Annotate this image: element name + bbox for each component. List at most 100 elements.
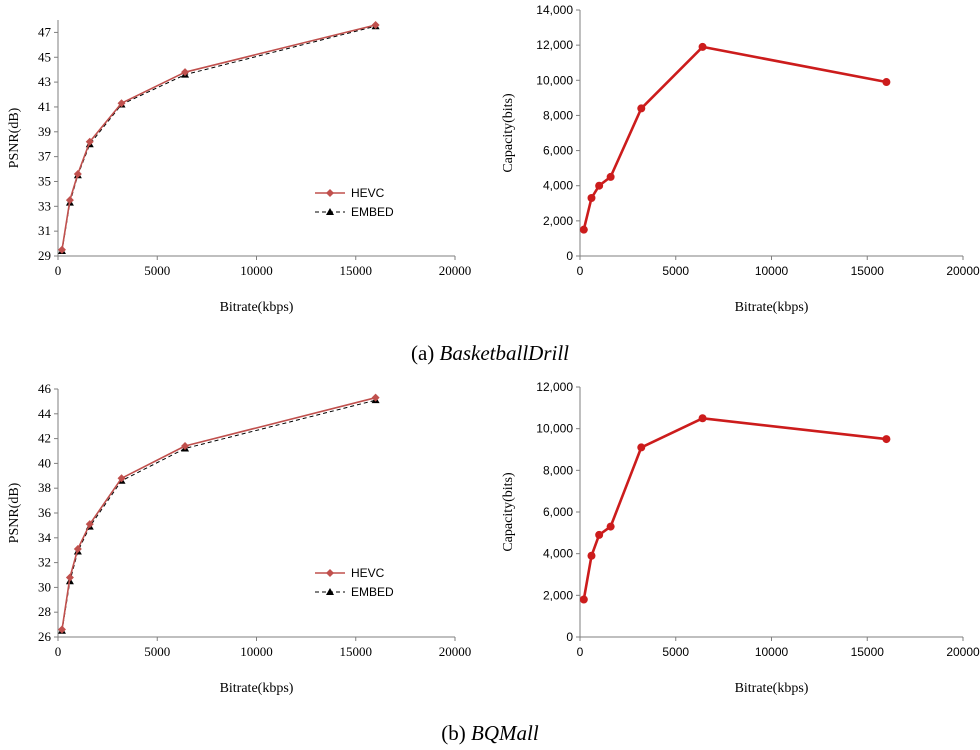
x-tick-label: 0 [577,264,584,278]
data-point [587,551,596,560]
capacity-chart-bqmall: 0 2,000 4,000 6,000 8,000 10,000 12,000 0 5000 10… [501,380,980,696]
x-tick-label: 0 [55,263,62,278]
x-tick-label: 20000 [439,263,472,278]
legend-label: EMBED [351,205,394,219]
y-tick-label: 46 [38,381,52,396]
y-tick-label: 37 [38,149,52,164]
series-line [582,416,887,600]
data-point [595,181,604,190]
data-point [85,137,94,146]
y-tick-label: 28 [38,604,51,619]
y-tick-label: 2,000 [543,588,573,602]
y-tick-label: 2,000 [543,214,573,228]
data-point [698,414,707,423]
y-tick-label: 6,000 [543,505,573,519]
x-axis-title: Bitrate(kbps) [220,681,294,696]
data-point [117,99,126,108]
y-tick-label: 31 [38,223,51,238]
x-tick-label: 0 [577,645,584,659]
y-tick-label: 45 [38,49,51,64]
caption-a-name: BasketballDrill [440,341,570,365]
x-tick-label: 15000 [340,263,373,278]
y-tick-label: 12,000 [536,380,573,394]
data-point [73,170,82,179]
x-tick-label: 5000 [144,263,170,278]
y-tick-label: 43 [38,74,51,89]
data-point [181,68,190,77]
x-tick-label: 20000 [439,644,472,659]
data-point [637,104,646,113]
x-axis-title: Bitrate(kbps) [735,681,809,696]
data-point [579,225,588,234]
data-point [181,442,190,451]
legend-label: EMBED [351,585,394,599]
data-point [587,194,596,203]
x-tick-label: 10000 [240,263,273,278]
psnr-chart-basketballdrill: 29 31 33 35 37 39 41 43 45 47 0 5000 10000 15000 20000… [7,20,471,315]
capacity-chart-basketballdrill: 0 2,000 4,000 6,000 8,000 10,000 12,000 14,000 0… [501,3,980,315]
data-point [606,522,615,531]
x-axis-title: Bitrate(kbps) [220,300,294,315]
y-tick-label: 0 [566,630,573,644]
y-axis-title: PSNR(dB) [7,107,22,168]
x-tick-label: 15000 [851,264,885,278]
data-point [698,42,707,51]
y-tick-label: 39 [38,124,51,139]
y-tick-label: 4,000 [543,547,573,561]
data-point [65,196,74,205]
y-tick-label: 12,000 [536,38,573,52]
y-axis-title: PSNR(dB) [7,482,22,543]
data-point [57,625,66,634]
legend-label: HEVC [351,566,385,580]
caption-a: (a) BasketballDrill [411,341,569,365]
data-point [85,520,94,529]
data-point [595,530,604,539]
x-tick-label: 0 [55,644,62,659]
x-tick-label: 15000 [340,644,373,659]
x-tick-label: 10000 [240,644,273,659]
legend-swatch-marker [326,189,334,197]
x-tick-label: 10000 [755,264,789,278]
x-tick-label: 15000 [851,645,885,659]
legend-swatch-marker [326,569,334,577]
y-tick-label: 8,000 [543,108,573,122]
series-line [61,24,376,250]
legend-label: HEVC [351,186,385,200]
y-tick-label: 36 [38,505,52,520]
x-axis-title: Bitrate(kbps) [735,300,809,315]
caption-b: (b) BQMall [441,721,539,745]
y-tick-label: 0 [566,249,573,263]
y-tick-label: 40 [38,455,51,470]
data-point [882,435,891,444]
y-tick-label: 10,000 [536,422,573,436]
data-point [882,78,891,87]
series-line [582,45,887,230]
legend-swatch-marker [326,588,334,595]
data-point [637,443,646,452]
y-tick-label: 33 [38,198,51,213]
y-tick-label: 38 [38,480,51,495]
x-tick-label: 10000 [755,645,789,659]
data-point [371,20,380,29]
data-point [606,172,615,181]
x-tick-label: 5000 [144,644,170,659]
x-tick-label: 20000 [946,645,980,659]
y-tick-label: 6,000 [543,144,573,158]
y-tick-label: 10,000 [536,73,573,87]
y-axis-title: Capacity(bits) [501,472,516,552]
y-axis-title: Capacity(bits) [501,93,516,173]
x-tick-label: 20000 [946,264,980,278]
y-tick-label: 26 [38,629,52,644]
y-tick-label: 41 [38,99,51,114]
y-tick-label: 14,000 [536,3,573,17]
y-tick-label: 35 [38,173,51,188]
y-tick-label: 29 [38,248,51,263]
data-point [57,245,66,254]
data-point [371,393,380,402]
y-tick-label: 34 [38,530,52,545]
y-tick-label: 42 [38,431,51,446]
y-tick-label: 30 [38,579,51,594]
caption-a-label: (a) [411,341,434,365]
data-point [117,474,126,483]
